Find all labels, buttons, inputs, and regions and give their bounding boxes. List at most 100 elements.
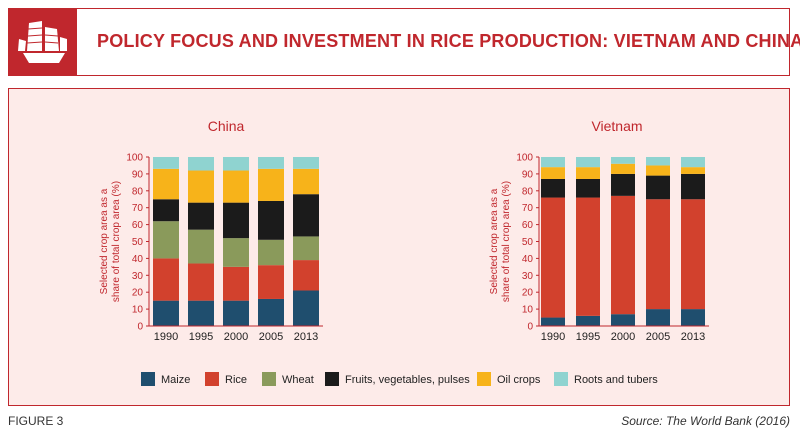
china-bar-roots-and-tubers-2013 [293, 157, 319, 169]
china-xtick-label: 2000 [224, 331, 248, 343]
vietnam-bar-fruits-vegetables-pulses-2013 [681, 173, 705, 200]
vietnam-bar-rice-1995 [576, 197, 600, 316]
china-bar-fruits-vegetables-pulses-1990 [153, 199, 179, 222]
china-bar-fruits-vegetables-pulses-2000 [223, 202, 249, 239]
vietnam-bar-rice-2013 [681, 199, 705, 310]
china-ytick-label: 50 [132, 237, 144, 248]
legend-swatch-roots-and-tubers [554, 372, 568, 386]
junk-boat-icon [18, 21, 67, 63]
vietnam-ytick-label: 0 [527, 322, 533, 333]
china-xtick-label: 1990 [154, 331, 178, 343]
vietnam-chart-title: Vietnam [591, 118, 642, 134]
china-bar-roots-and-tubers-1990 [153, 157, 179, 169]
vietnam-ytick-label: 60 [522, 220, 534, 231]
legend-label-roots-and-tubers: Roots and tubers [574, 374, 658, 386]
china-ytick-label: 100 [126, 153, 143, 164]
china-bar-wheat-2000 [223, 238, 249, 267]
vietnam-ytick-label: 20 [522, 288, 534, 299]
vietnam-bar-maize-2013 [681, 309, 705, 326]
legend-label-fruits-vegetables-pulses: Fruits, vegetables, pulses [345, 374, 470, 386]
china-bar-wheat-1995 [188, 229, 214, 264]
vietnam-bar-maize-1995 [576, 315, 600, 326]
vietnam-ytick-label: 40 [522, 254, 534, 265]
china-ytick-label: 60 [132, 220, 144, 231]
legend-swatch-rice [205, 372, 219, 386]
china-ytick-label: 70 [132, 203, 144, 214]
china-bar-maize-2000 [223, 300, 249, 326]
vietnam-ytick-label: 50 [522, 237, 534, 248]
china-bar-oil-crops-1990 [153, 168, 179, 200]
vietnam-bar-oil-crops-1995 [576, 167, 600, 179]
china-bar-oil-crops-2005 [258, 168, 284, 201]
china-ytick-label: 30 [132, 271, 144, 282]
china-bar-rice-1995 [188, 263, 214, 301]
vietnam-bar-oil-crops-2013 [681, 167, 705, 174]
logo-tile [9, 9, 77, 75]
vietnam-bar-roots-and-tubers-1995 [576, 157, 600, 168]
china-chart-title: China [208, 118, 245, 134]
legend-swatch-oil-crops [477, 372, 491, 386]
china-bar-oil-crops-2013 [293, 168, 319, 195]
china-bar-rice-2005 [258, 265, 284, 299]
china-xtick-label: 1995 [189, 331, 213, 343]
vietnam-bar-roots-and-tubers-2013 [681, 157, 705, 168]
china-xtick-label: 2013 [294, 331, 318, 343]
vietnam-bar-maize-1990 [541, 317, 565, 326]
vietnam-bar-roots-and-tubers-1990 [541, 157, 565, 168]
vietnam-ytick-label: 100 [516, 153, 533, 164]
china-ytick-label: 90 [132, 169, 144, 180]
china-ytick-label: 20 [132, 288, 144, 299]
figure-label: FIGURE 3 [8, 414, 64, 428]
china-ylabel-line2: share of total crop area (%) [111, 181, 122, 302]
vietnam-xtick-label: 1995 [576, 331, 600, 343]
legend-swatch-wheat [262, 372, 276, 386]
china-bar-maize-1995 [188, 300, 214, 326]
china-bar-wheat-1990 [153, 221, 179, 259]
vietnam-xtick-label: 2005 [646, 331, 670, 343]
china-ytick-label: 40 [132, 254, 144, 265]
china-ytick-label: 10 [132, 305, 144, 316]
legend-swatch-fruits-vegetables-pulses [325, 372, 339, 386]
vietnam-bar-oil-crops-1990 [541, 167, 565, 179]
header-bar: POLICY FOCUS AND INVESTMENT IN RICE PROD… [8, 8, 800, 76]
vietnam-bar-fruits-vegetables-pulses-1990 [541, 178, 565, 198]
legend-swatch-maize [141, 372, 155, 386]
china-bar-oil-crops-2000 [223, 170, 249, 203]
china-bar-maize-2013 [293, 290, 319, 326]
china-bar-fruits-vegetables-pulses-1995 [188, 202, 214, 230]
vietnam-ytick-label: 30 [522, 271, 534, 282]
china-bar-wheat-2005 [258, 239, 284, 266]
vietnam-bar-roots-and-tubers-2000 [611, 157, 635, 164]
legend-label-rice: Rice [225, 374, 247, 386]
legend-label-wheat: Wheat [282, 374, 314, 386]
source-citation: Source: The World Bank (2016) [621, 414, 790, 428]
china-bar-rice-2000 [223, 266, 249, 301]
china-ytick-label: 0 [137, 322, 143, 333]
vietnam-bar-fruits-vegetables-pulses-2005 [646, 175, 670, 200]
vietnam-bar-rice-2000 [611, 195, 635, 315]
vietnam-bar-roots-and-tubers-2005 [646, 157, 670, 166]
china-bar-roots-and-tubers-2005 [258, 157, 284, 169]
vietnam-bar-oil-crops-2000 [611, 163, 635, 174]
vietnam-bar-maize-2005 [646, 309, 670, 326]
china-bar-wheat-2013 [293, 236, 319, 261]
vietnam-ytick-label: 10 [522, 305, 534, 316]
vietnam-ylabel-line1: Selected crop area as a [489, 188, 500, 294]
legend-label-oil-crops: Oil crops [497, 374, 541, 386]
vietnam-bar-maize-2000 [611, 314, 635, 326]
vietnam-xtick-label: 2013 [681, 331, 705, 343]
china-xtick-label: 2005 [259, 331, 283, 343]
vietnam-bar-fruits-vegetables-pulses-2000 [611, 173, 635, 196]
china-bar-roots-and-tubers-2000 [223, 157, 249, 171]
chart-panel: China Selected crop area as a share of tot… [8, 88, 790, 406]
vietnam-ylabel-line2: share of total crop area (%) [501, 181, 512, 302]
vietnam-ytick-label: 70 [522, 203, 534, 214]
china-ylabel-line1: Selected crop area as a [99, 188, 110, 294]
china-bar-oil-crops-1995 [188, 170, 214, 203]
china-ytick-label: 80 [132, 186, 144, 197]
vietnam-xtick-label: 2000 [611, 331, 635, 343]
page-title: POLICY FOCUS AND INVESTMENT IN RICE PROD… [97, 31, 800, 51]
vietnam-xtick-label: 1990 [541, 331, 565, 343]
vietnam-ytick-label: 80 [522, 186, 534, 197]
